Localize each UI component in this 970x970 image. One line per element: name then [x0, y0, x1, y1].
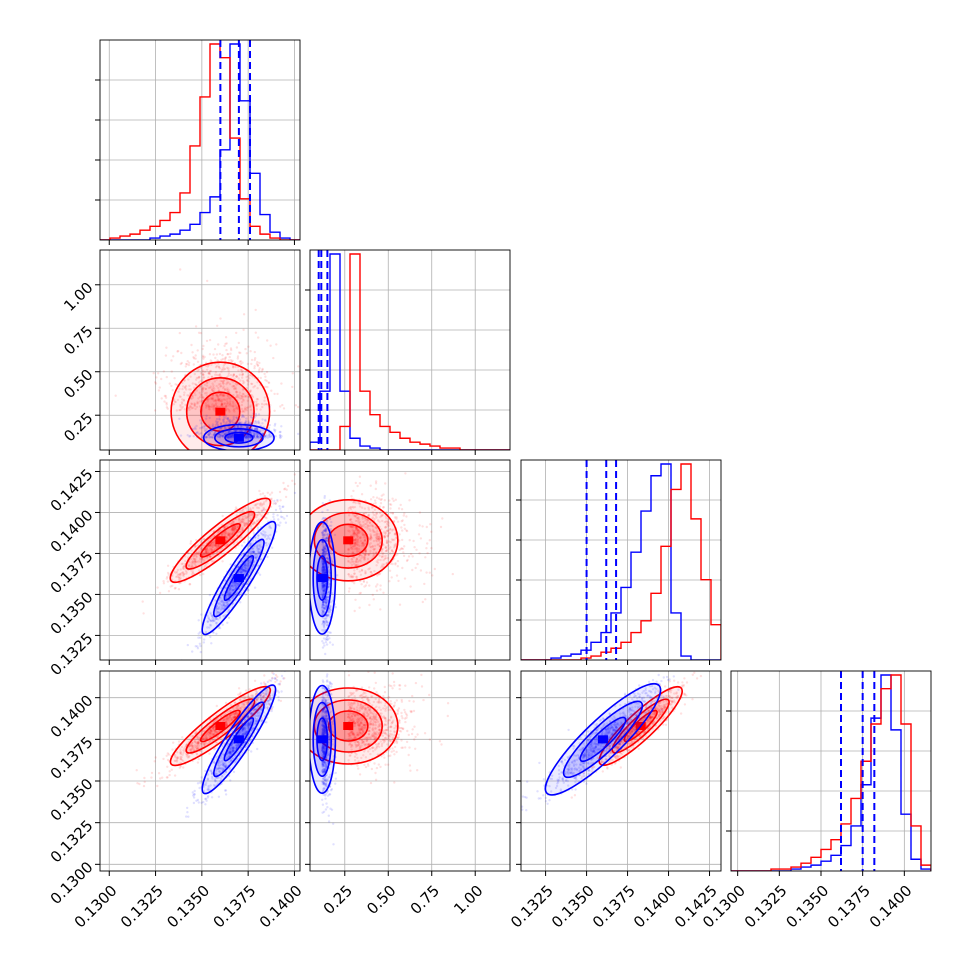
panel-2-2 — [516, 459, 722, 665]
panel-content — [521, 460, 721, 660]
y-tick-label: 0.50 — [60, 366, 96, 402]
panel-0-0 — [95, 39, 301, 245]
y-tick-label: 0.1350 — [47, 588, 97, 638]
x-tick-label: 0.1375 — [589, 882, 639, 932]
axis-frame — [99, 39, 301, 241]
panel-content — [100, 671, 300, 865]
axis-frame — [99, 670, 301, 872]
density-peak — [343, 722, 354, 730]
histogram-red — [521, 463, 721, 660]
axis-frame — [309, 459, 511, 661]
x-tick-label: 0.1325 — [117, 882, 167, 932]
x-tick-label: 0.1400 — [256, 882, 306, 932]
y-tick-label: 0.1425 — [47, 465, 97, 515]
panel-content — [310, 250, 510, 450]
x-tick-label: 0.1325 — [507, 882, 557, 932]
panel-content — [521, 671, 721, 865]
panel-content — [100, 40, 300, 240]
x-tick-label: 0.1400 — [630, 882, 680, 932]
histogram-blue — [100, 43, 300, 240]
panel-content — [100, 268, 300, 450]
histogram-blue — [731, 674, 931, 871]
panel-content — [310, 671, 510, 865]
density-peak — [233, 574, 244, 583]
contour — [170, 361, 271, 450]
x-tick-label: 0.1350 — [163, 882, 213, 932]
y-tick-label: 1.00 — [60, 279, 96, 315]
x-tick-label: 0.1400 — [866, 882, 916, 932]
y-tick-label: 0.1400 — [47, 506, 97, 556]
y-tick-label: 0.25 — [60, 409, 96, 445]
panel-content — [310, 471, 510, 656]
y-tick-label: 0.75 — [60, 322, 96, 358]
density-peak — [233, 735, 244, 744]
density-peak — [597, 735, 608, 744]
density-peak — [233, 433, 244, 442]
contour — [310, 499, 399, 582]
histogram-red — [731, 674, 931, 871]
x-tick-label: 0.1325 — [741, 882, 791, 932]
density-peak — [343, 536, 354, 545]
x-tick-label: 0.75 — [407, 882, 443, 918]
x-tick-label: 0.25 — [320, 882, 356, 918]
axis-frame — [99, 249, 301, 451]
y-tick-label: 0.1400 — [47, 691, 97, 741]
y-tick-label: 0.1375 — [47, 547, 97, 597]
panel-1-1 — [305, 249, 511, 455]
panel-2-1 — [305, 459, 511, 665]
panel-1-0: 0.25 0.50 0.75 1.00 — [60, 249, 301, 455]
x-tick-label: 0.1350 — [782, 882, 832, 932]
y-tick-label: 0.1325 — [47, 816, 97, 866]
axis-frame — [309, 670, 511, 872]
x-tick-label: 0.1375 — [824, 882, 874, 932]
histogram-blue — [521, 463, 721, 660]
histogram-red — [100, 43, 300, 240]
density-peak — [215, 536, 226, 545]
axis-frame — [520, 670, 722, 872]
x-tick-label: 1.00 — [450, 882, 486, 918]
x-tick-label: 0.1350 — [548, 882, 598, 932]
axis-frame — [520, 459, 722, 661]
y-tick-label: 0.1350 — [47, 775, 97, 825]
density-peak — [215, 722, 226, 730]
panel-content — [100, 471, 300, 660]
panel-content — [731, 671, 931, 871]
density-peak — [215, 407, 226, 416]
panel-3-0: 0.13000.13250.13500.13750.14000.13000.13… — [47, 670, 306, 932]
histogram-blue — [310, 253, 510, 450]
density-peak — [317, 735, 328, 744]
histogram-red — [310, 253, 510, 450]
x-tick-label: 0.50 — [363, 882, 399, 918]
axis-frame — [99, 459, 301, 661]
density-peak — [317, 574, 328, 583]
panel-3-1: 0.25 0.50 0.75 1.00 — [305, 670, 511, 918]
y-tick-label: 0.1325 — [47, 629, 97, 679]
axis-frame — [730, 670, 932, 872]
y-tick-label: 0.1375 — [47, 733, 97, 783]
axis-frame — [309, 249, 511, 451]
x-tick-label: 0.1375 — [210, 882, 260, 932]
